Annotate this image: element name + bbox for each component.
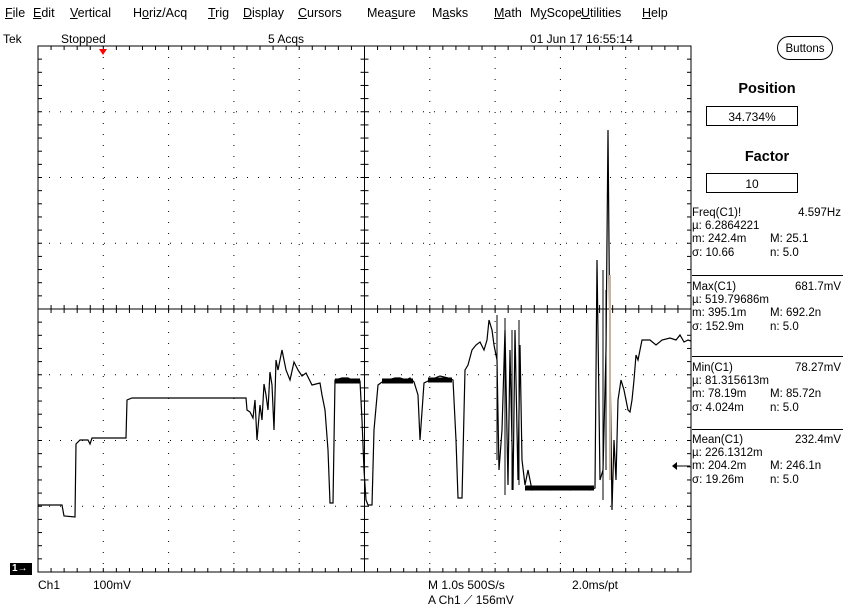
measurement-sigma: σ: 19.26m bbox=[692, 473, 744, 486]
menu-math[interactable]: Math bbox=[494, 6, 522, 20]
ch1-trace bbox=[38, 129, 692, 518]
menu-bar: File Edit Vertical Horiz/Acq Trig Display Curs… bbox=[0, 0, 843, 28]
run-state: Stopped bbox=[61, 32, 106, 46]
measurement-freq[interactable]: Freq(C1)! 4.597Hz µ: 6.2864221 m: 242.4m M… bbox=[692, 207, 843, 260]
measurement-min: m: 242.4m bbox=[692, 233, 747, 246]
factor-label: Factor bbox=[744, 149, 790, 165]
measurement-max-block[interactable]: Max(C1) 681.7mV µ: 519.79686m m: 395.1m M:… bbox=[692, 281, 843, 334]
trigger-position-icon bbox=[99, 49, 107, 55]
measurement-max: M: 246.1n bbox=[770, 460, 822, 473]
ch1-waveform bbox=[38, 129, 692, 518]
position-label: Position bbox=[738, 81, 796, 97]
vertical-scale[interactable]: 100mV bbox=[93, 578, 132, 592]
divider bbox=[692, 429, 843, 430]
acquisition-count: 5 Acqs bbox=[268, 32, 305, 46]
menu-horizacq[interactable]: Horiz/Acq bbox=[133, 6, 188, 20]
ch1-ground-marker-icon[interactable]: 1→ bbox=[10, 563, 32, 575]
divider bbox=[692, 356, 843, 357]
measurement-value: 78.27mV bbox=[794, 362, 841, 374]
measurement-sigma: σ: 152.9m bbox=[692, 320, 744, 333]
date-time: 01 Jun 17 16:55:14 bbox=[530, 32, 633, 46]
measurement-max: M: 25.1 bbox=[770, 233, 809, 246]
menu-file[interactable]: File bbox=[5, 6, 26, 20]
menu-help[interactable]: Help bbox=[642, 6, 668, 20]
measurement-mean: µ: 519.79686m bbox=[692, 294, 769, 307]
trigger-readout[interactable]: A Ch1 ⟋ 156mV bbox=[428, 593, 514, 607]
measurement-title: Max(C1) bbox=[692, 281, 737, 293]
measurement-count: n: 5.0 bbox=[770, 473, 799, 486]
timebase-readout[interactable]: M 1.0s 500S/s bbox=[428, 578, 505, 592]
graticule bbox=[37, 45, 692, 573]
measurement-title: Mean(C1) bbox=[692, 434, 744, 446]
measurement-mean-block[interactable]: Mean(C1) 232.4mV µ: 226.1312m m: 204.2m M:… bbox=[692, 434, 843, 487]
resolution-readout[interactable]: 2.0ms/pt bbox=[572, 578, 619, 592]
channel-label[interactable]: Ch1 bbox=[38, 578, 61, 592]
measurement-value: 4.597Hz bbox=[798, 207, 841, 219]
mean-level-arrow-icon bbox=[672, 462, 690, 470]
measurement-title: Min(C1) bbox=[692, 362, 733, 374]
measurement-mean: µ: 6.2864221 bbox=[692, 220, 760, 233]
measurement-value: 232.4mV bbox=[794, 434, 841, 446]
measurement-count: n: 5.0 bbox=[770, 401, 799, 414]
measurement-sigma: σ: 4.024m bbox=[692, 401, 744, 414]
buttons-button[interactable]: Buttons bbox=[777, 36, 833, 60]
menu-utilities[interactable]: Utilities bbox=[581, 6, 622, 20]
measurement-title: Freq(C1)! bbox=[692, 207, 742, 219]
measurement-count: n: 5.0 bbox=[770, 246, 799, 259]
menu-myscope[interactable]: MyScope bbox=[530, 6, 583, 20]
measurement-max: M: 692.2n bbox=[770, 307, 822, 320]
measurement-min: m: 395.1m bbox=[692, 307, 747, 320]
position-value-field[interactable]: 34.734% bbox=[706, 106, 798, 126]
measurement-sigma: σ: 10.66 bbox=[692, 246, 735, 259]
menu-vertical[interactable]: Vertical bbox=[70, 6, 111, 20]
measurement-min: m: 78.19m bbox=[692, 388, 747, 401]
measurement-max: M: 85.72n bbox=[770, 388, 822, 401]
measurement-count: n: 5.0 bbox=[770, 320, 799, 333]
divider bbox=[692, 275, 843, 276]
menu-edit[interactable]: Edit bbox=[33, 6, 55, 20]
menu-measure[interactable]: Measure bbox=[367, 6, 416, 20]
menu-masks[interactable]: Masks bbox=[432, 6, 469, 20]
menu-display[interactable]: Display bbox=[243, 6, 284, 20]
measurement-value: 681.7mV bbox=[794, 281, 841, 293]
measurement-mean: µ: 81.315613m bbox=[692, 375, 769, 388]
menu-trig[interactable]: Trig bbox=[208, 6, 230, 20]
measurement-min: m: 204.2m bbox=[692, 460, 747, 473]
measurement-min-block[interactable]: Min(C1) 78.27mV µ: 81.315613m m: 78.19m M:… bbox=[692, 362, 843, 415]
measurement-mean: µ: 226.1312m bbox=[692, 447, 763, 460]
menu-cursors[interactable]: Cursors bbox=[298, 6, 342, 20]
factor-value-field[interactable]: 10 bbox=[706, 173, 798, 193]
brand-label: Tek bbox=[3, 32, 22, 46]
